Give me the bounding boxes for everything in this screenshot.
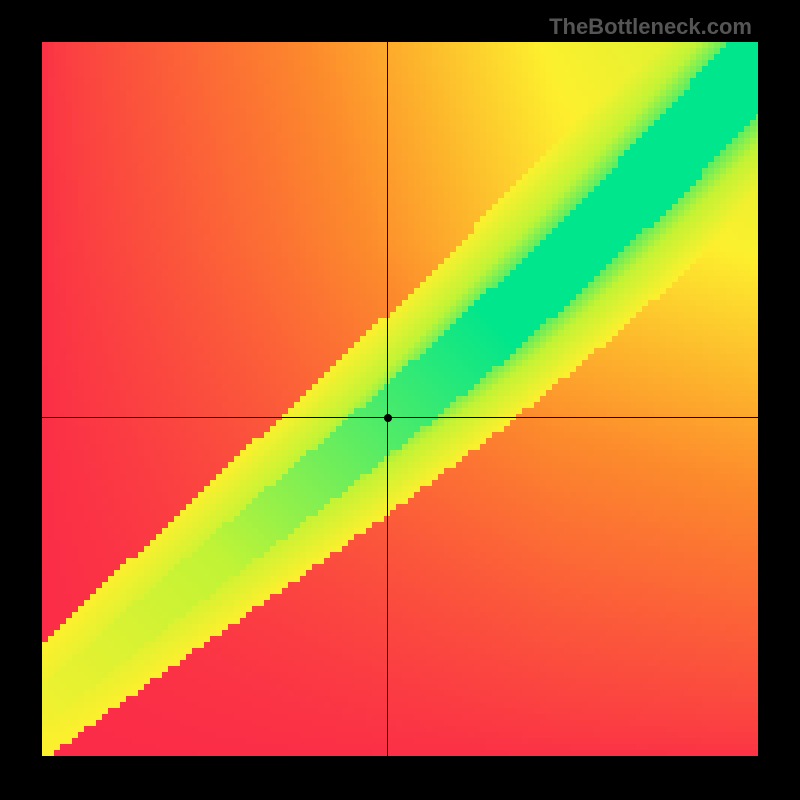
bottleneck-heatmap <box>42 42 758 758</box>
watermark-label: TheBottleneck.com <box>549 14 752 40</box>
crosshair-vertical <box>387 42 388 758</box>
chart-frame <box>42 42 758 758</box>
marker-dot <box>384 414 392 422</box>
crosshair-horizontal <box>42 417 758 418</box>
